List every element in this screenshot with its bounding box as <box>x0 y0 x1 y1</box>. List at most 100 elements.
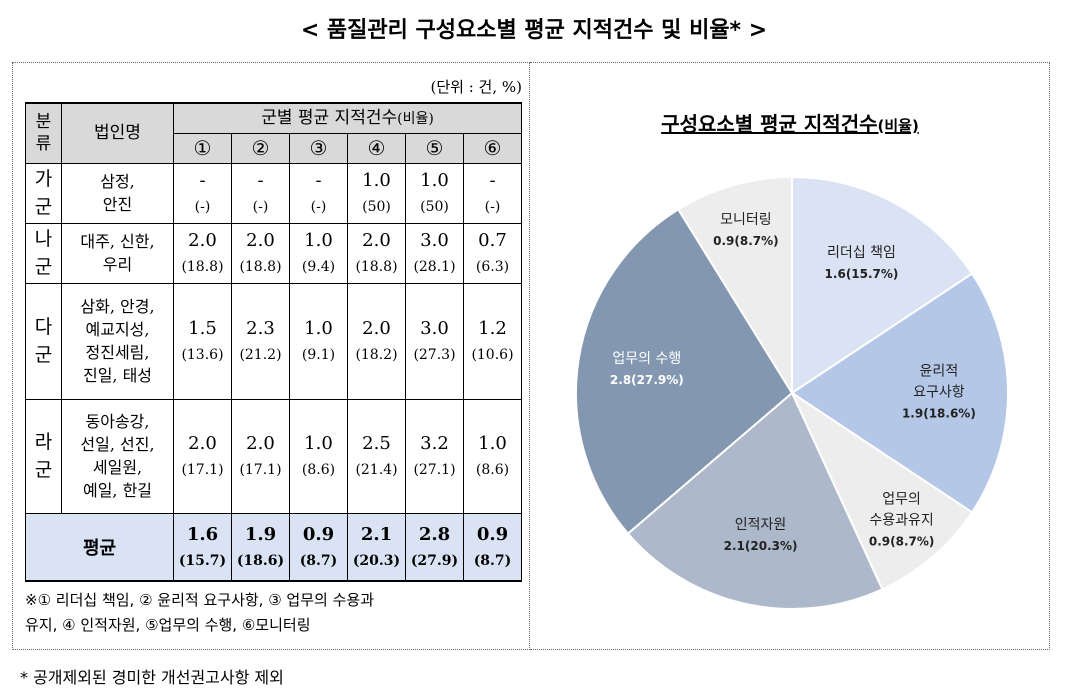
value-cell: 0.7 (6.3) <box>463 222 522 284</box>
chart-title-text: 구성요소별 평균 지적건수 <box>661 112 878 136</box>
count: 2.1 <box>360 523 393 545</box>
header-cell: ⑥ <box>463 132 522 164</box>
slice-value: 2.8(27.9%) <box>609 373 684 388</box>
ratio: (8.7) <box>473 552 512 569</box>
data-row: 다 군 삼화, 안경, 예교지성, 정진세림, 진일, 태성 1.5 (13.6) 2.… <box>25 282 522 400</box>
pie-slice <box>676 175 793 397</box>
slice-value: 2.1(20.3%) <box>723 539 798 554</box>
count: - <box>315 170 322 191</box>
data-row: 나 군 대주, 신한, 우리 2.0 (18.8) 2.0 (18.8) 1.0 (9.4) 2… <box>25 222 522 284</box>
chart-title-unit: (비율) <box>877 117 919 135</box>
group-cell: 나 군 <box>25 222 62 284</box>
slice-label: 업무의 수행 2.8(27.9%) <box>610 349 684 391</box>
ratio: (-) <box>194 199 211 215</box>
header-unit: (비율) <box>397 110 434 127</box>
pie-slice <box>626 391 884 610</box>
ratio: (21.4) <box>355 462 398 478</box>
slice-category: 인적자원 <box>734 517 787 534</box>
value-cell: 1.0 (50) <box>347 162 406 224</box>
count: 1.0 <box>478 433 507 454</box>
ratio: (8.6) <box>475 462 510 478</box>
count: 1.0 <box>304 230 333 251</box>
count: 0.9 <box>302 523 335 545</box>
ratio: (18.6) <box>236 552 285 569</box>
footnote: * 공개제외된 경미한 개선권고사항 제외 <box>20 668 284 687</box>
ratio: (50) <box>362 199 391 215</box>
page-title: < 품질관리 구성요소별 평균 지적건수 및 비율* > <box>300 18 768 43</box>
chart-panel <box>530 62 1050 650</box>
ratio: (6.3) <box>475 259 510 275</box>
ratio: (18.8) <box>355 259 398 275</box>
ratio: (-) <box>484 199 501 215</box>
slice-category: 모니터링 <box>720 211 772 228</box>
count: 2.0 <box>362 318 391 339</box>
value-cell: 2.0 (18.8) <box>231 222 290 284</box>
group-cell: 가 군 <box>25 162 62 224</box>
value-cell: 1.5 (13.6) <box>173 282 232 400</box>
slice-category: 윤리적 요구사항 <box>913 363 965 401</box>
data-row: 라 군 동아송강, 선일, 선진, 세일원, 예일, 한길 2.0 (17.1) 2.0… <box>25 398 522 514</box>
header-row: 분 류 법인명 군별 평균 지적건수(비율) <box>25 102 522 164</box>
data-table: 분 류 법인명 군별 평균 지적건수(비율) ① ② ③ ④ ⑤ ⑥ 가 군 삼정, 안진 - (-) -… <box>25 102 522 582</box>
value-cell: 0.9 (8.7) <box>463 512 522 582</box>
header-text: 군별 평균 지적건수 <box>261 107 398 128</box>
value-cell: 1.2 (10.6) <box>463 282 522 400</box>
slice-value: 0.9(8.7%) <box>713 233 779 248</box>
count: 1.0 <box>304 433 333 454</box>
ratio: (27.3) <box>413 347 456 363</box>
count: 2.0 <box>188 433 217 454</box>
header-cell: ① <box>173 132 232 164</box>
slice-label: 리더십 책임 1.6(15.7%) <box>825 243 899 285</box>
ratio: (18.2) <box>355 347 398 363</box>
ratio: (10.6) <box>471 347 514 363</box>
ratio: (-) <box>252 199 269 215</box>
count: 3.0 <box>420 230 449 251</box>
value-cell: 3.0 (28.1) <box>405 222 464 284</box>
company-cell: 대주, 신한, 우리 <box>61 222 174 284</box>
count: 1.5 <box>188 318 217 339</box>
count: 2.0 <box>246 230 275 251</box>
slice-category: 업무의 수행 <box>612 351 682 368</box>
ratio: (-) <box>310 199 327 215</box>
slice-category: 업무의 수용과유지 <box>869 491 934 529</box>
table-note: ※① 리더십 책임, ② 윤리적 요구사항, ③ 업무의 수용과 유지, ④ 인… <box>25 591 374 634</box>
table-panel <box>12 62 530 650</box>
ratio: (9.1) <box>301 347 336 363</box>
count: 1.0 <box>362 170 391 191</box>
ratio: (15.7) <box>178 552 227 569</box>
company-cell: 삼화, 안경, 예교지성, 정진세림, 진일, 태성 <box>61 282 174 400</box>
ratio: (9.4) <box>301 259 336 275</box>
count: 2.3 <box>246 318 275 339</box>
value-cell: 1.0 (9.4) <box>289 222 348 284</box>
value-cell: 1.9 (18.6) <box>231 512 290 582</box>
header-cell: 법인명 <box>61 102 174 164</box>
count: 1.2 <box>478 318 507 339</box>
count: 2.0 <box>246 433 275 454</box>
data-row: 가 군 삼정, 안진 - (-) - (-) - (-) 1.0 (50) 1.0 (50) - (-) <box>25 162 522 224</box>
value-cell: 2.0 (18.2) <box>347 282 406 400</box>
slice-label: 업무의 수용과유지 0.9(8.7%) <box>869 489 935 552</box>
chart-title: 구성요소별 평균 지적건수(비율) <box>530 108 1050 137</box>
ratio: (17.1) <box>239 462 282 478</box>
count: - <box>199 170 206 191</box>
count: 3.2 <box>420 433 449 454</box>
slice-value: 0.9(8.7%) <box>868 534 935 549</box>
value-cell: - (-) <box>231 162 290 224</box>
value-cell: - (-) <box>463 162 522 224</box>
count: 2.8 <box>418 523 451 545</box>
count: 2.5 <box>362 433 391 454</box>
slice-label: 인적자원 2.1(20.3%) <box>724 515 798 557</box>
slice-category: 리더십 책임 <box>827 244 896 261</box>
slice-value: 1.9(18.6%) <box>901 406 976 421</box>
header-cell: ② <box>231 132 290 164</box>
pie-slice <box>575 207 794 535</box>
count: - <box>257 170 264 191</box>
ratio: (18.8) <box>181 259 224 275</box>
count: 3.0 <box>420 318 449 339</box>
unit-label: (단위 : 건, %) <box>430 78 522 96</box>
count: 1.6 <box>186 523 219 545</box>
slice-label: 윤리적 요구사항 1.9(18.6%) <box>902 362 976 425</box>
ratio: (18.8) <box>239 259 282 275</box>
ratio: (8.7) <box>299 552 338 569</box>
